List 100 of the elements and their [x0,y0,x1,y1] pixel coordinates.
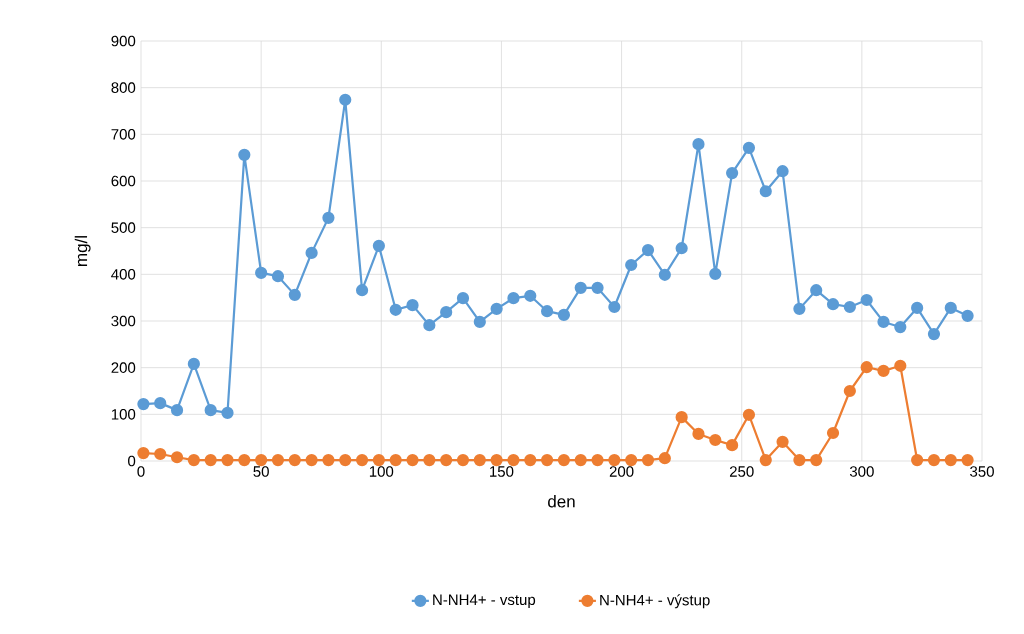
point [860,361,873,374]
x-tick-label: 250 [729,466,754,477]
point [608,453,621,467]
point [490,302,503,315]
point [742,408,756,421]
point [894,320,907,334]
point [675,242,688,255]
point [170,451,184,464]
point [894,359,907,372]
point [793,302,806,315]
point [776,165,789,178]
point [204,453,217,467]
y-tick-label: 400 [111,269,136,280]
x-tick-label: 50 [253,466,269,477]
x-tick-label: 200 [609,466,634,477]
point [473,453,486,467]
point [759,453,772,467]
y-tick-label: 800 [111,82,136,93]
point [692,427,705,441]
y-tick-label: 600 [111,175,136,187]
x-tick-label: 0 [137,466,145,477]
point [658,268,671,281]
point [322,211,335,224]
point [355,284,369,297]
point [591,281,604,294]
point [221,406,234,420]
point [826,426,840,440]
point [507,453,520,467]
legend-label: N-NH4+ - výstup [600,594,710,609]
point [456,453,470,467]
point [608,300,621,314]
y-tick-label: 300 [111,315,136,327]
point [877,315,890,329]
point [793,453,806,467]
point [557,453,571,467]
point [187,453,200,467]
point [305,453,318,467]
x-tick-label: 100 [369,466,394,477]
point [170,404,184,417]
point [726,166,739,180]
point [339,93,352,106]
point [709,267,722,280]
point [507,292,520,305]
point [154,397,167,410]
point [826,298,840,311]
point [625,258,638,272]
point [372,453,385,467]
point [440,453,453,467]
point [759,185,772,198]
point [810,453,823,467]
point [406,453,419,467]
y-tick-label: 0 [128,455,136,467]
x-tick-label: 150 [490,466,514,477]
point [675,411,688,424]
point [524,453,537,467]
point [776,435,789,448]
point [137,397,150,411]
point [574,453,587,467]
point [860,293,873,307]
point [154,447,167,461]
point [305,246,318,259]
point [927,327,941,341]
point [473,315,486,329]
point [372,239,385,252]
point [877,364,890,378]
y-axis-title: mg/l [74,236,91,266]
point [255,266,268,280]
point [456,292,470,305]
point [255,453,268,467]
point [540,305,554,318]
point [810,284,823,297]
legend-label: N-NH4+ - vstup [433,594,536,608]
point [742,141,756,154]
x-axis-title: den [548,495,575,508]
point [271,453,285,467]
point [591,453,604,467]
point [355,453,369,467]
point [944,453,957,467]
point [288,453,301,467]
y-tick-label: 700 [111,129,136,140]
point [843,384,856,398]
point [524,289,537,302]
point [927,453,941,467]
point [271,270,285,283]
point [339,453,352,467]
point [187,357,200,371]
y-tick-label: 900 [111,35,136,47]
point [843,300,856,314]
point [238,148,251,161]
point [641,243,655,257]
y-tick-label: 500 [111,222,136,233]
point [389,303,402,316]
point [557,308,571,322]
point [944,301,957,315]
point [574,281,587,294]
point [658,452,671,465]
point [641,453,655,467]
point [911,453,924,467]
point [288,288,301,301]
point [726,439,739,452]
